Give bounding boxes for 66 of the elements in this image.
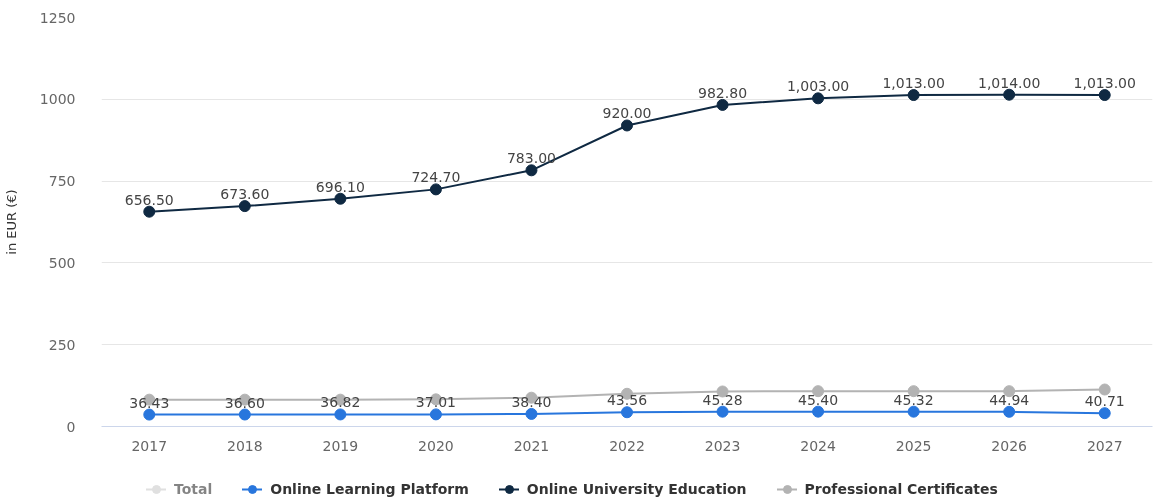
x-tick-label: 2027 bbox=[1086, 437, 1123, 454]
legend-label: Online Learning Platform bbox=[270, 481, 469, 497]
legend-label: Professional Certificates bbox=[804, 481, 998, 497]
x-tick-label: 2018 bbox=[227, 437, 263, 454]
x-tick-label: 2023 bbox=[704, 437, 741, 454]
point bbox=[238, 200, 251, 213]
point bbox=[812, 92, 825, 105]
data-label: 36.82 bbox=[320, 394, 361, 411]
point bbox=[1098, 407, 1111, 420]
data-label: 656.50 bbox=[124, 191, 174, 208]
point bbox=[907, 405, 920, 418]
point bbox=[716, 98, 729, 111]
legend-label: Total bbox=[174, 481, 213, 497]
point bbox=[238, 408, 251, 421]
point bbox=[525, 407, 538, 420]
point bbox=[1098, 89, 1111, 102]
data-label: 40.71 bbox=[1084, 393, 1125, 410]
data-label: 36.43 bbox=[129, 394, 170, 411]
data-label: 1,013.00 bbox=[1073, 75, 1136, 92]
data-label: 37.01 bbox=[415, 394, 456, 411]
point bbox=[907, 89, 920, 102]
data-label: 1,014.00 bbox=[978, 74, 1041, 91]
x-tick-label: 2026 bbox=[991, 437, 1028, 454]
point bbox=[429, 183, 442, 196]
y-tick-label: 250 bbox=[48, 336, 76, 353]
x-tick-label: 2017 bbox=[131, 437, 168, 454]
data-label: 43.56 bbox=[606, 392, 648, 409]
data-label: 696.10 bbox=[315, 178, 365, 195]
data-label: 673.60 bbox=[220, 186, 270, 203]
point bbox=[525, 164, 538, 177]
y-tick-label: 750 bbox=[48, 173, 76, 190]
point bbox=[716, 405, 729, 418]
data-label: 724.70 bbox=[411, 169, 461, 186]
data-label: 982.80 bbox=[698, 84, 748, 101]
x-tick-label: 2022 bbox=[609, 437, 645, 454]
data-label: 783.00 bbox=[506, 150, 556, 167]
data-label: 920.00 bbox=[602, 105, 652, 122]
x-tick-label: 2024 bbox=[800, 437, 836, 454]
x-tick-label: 2020 bbox=[418, 437, 454, 454]
data-label: 45.28 bbox=[702, 391, 743, 408]
data-label: 36.60 bbox=[224, 394, 265, 411]
x-tick-label: 2025 bbox=[895, 437, 932, 454]
point bbox=[334, 192, 347, 205]
point bbox=[812, 405, 825, 418]
point bbox=[1003, 405, 1016, 418]
y-tick-label: 1250 bbox=[39, 9, 76, 26]
point bbox=[143, 408, 156, 421]
point bbox=[621, 119, 633, 132]
point bbox=[143, 205, 156, 218]
x-tick-label: 2019 bbox=[322, 437, 359, 454]
point bbox=[1098, 383, 1111, 396]
data-label: 38.40 bbox=[511, 393, 552, 410]
data-label: 44.94 bbox=[989, 391, 1030, 408]
point bbox=[621, 406, 633, 419]
data-label: 45.40 bbox=[798, 391, 839, 408]
data-label: 1,003.00 bbox=[786, 78, 850, 95]
data-label: 45.32 bbox=[893, 391, 934, 408]
x-tick-label: 2021 bbox=[513, 437, 550, 454]
y-tick-label: 1000 bbox=[39, 91, 76, 108]
y-axis-title: in EUR (€) bbox=[3, 189, 19, 255]
y-tick-label: 0 bbox=[66, 418, 76, 435]
point bbox=[334, 408, 347, 421]
point bbox=[429, 408, 442, 421]
legend-label: Online University Education bbox=[526, 481, 747, 497]
data-label: 1,013.00 bbox=[882, 75, 945, 92]
y-tick-label: 500 bbox=[48, 254, 76, 271]
